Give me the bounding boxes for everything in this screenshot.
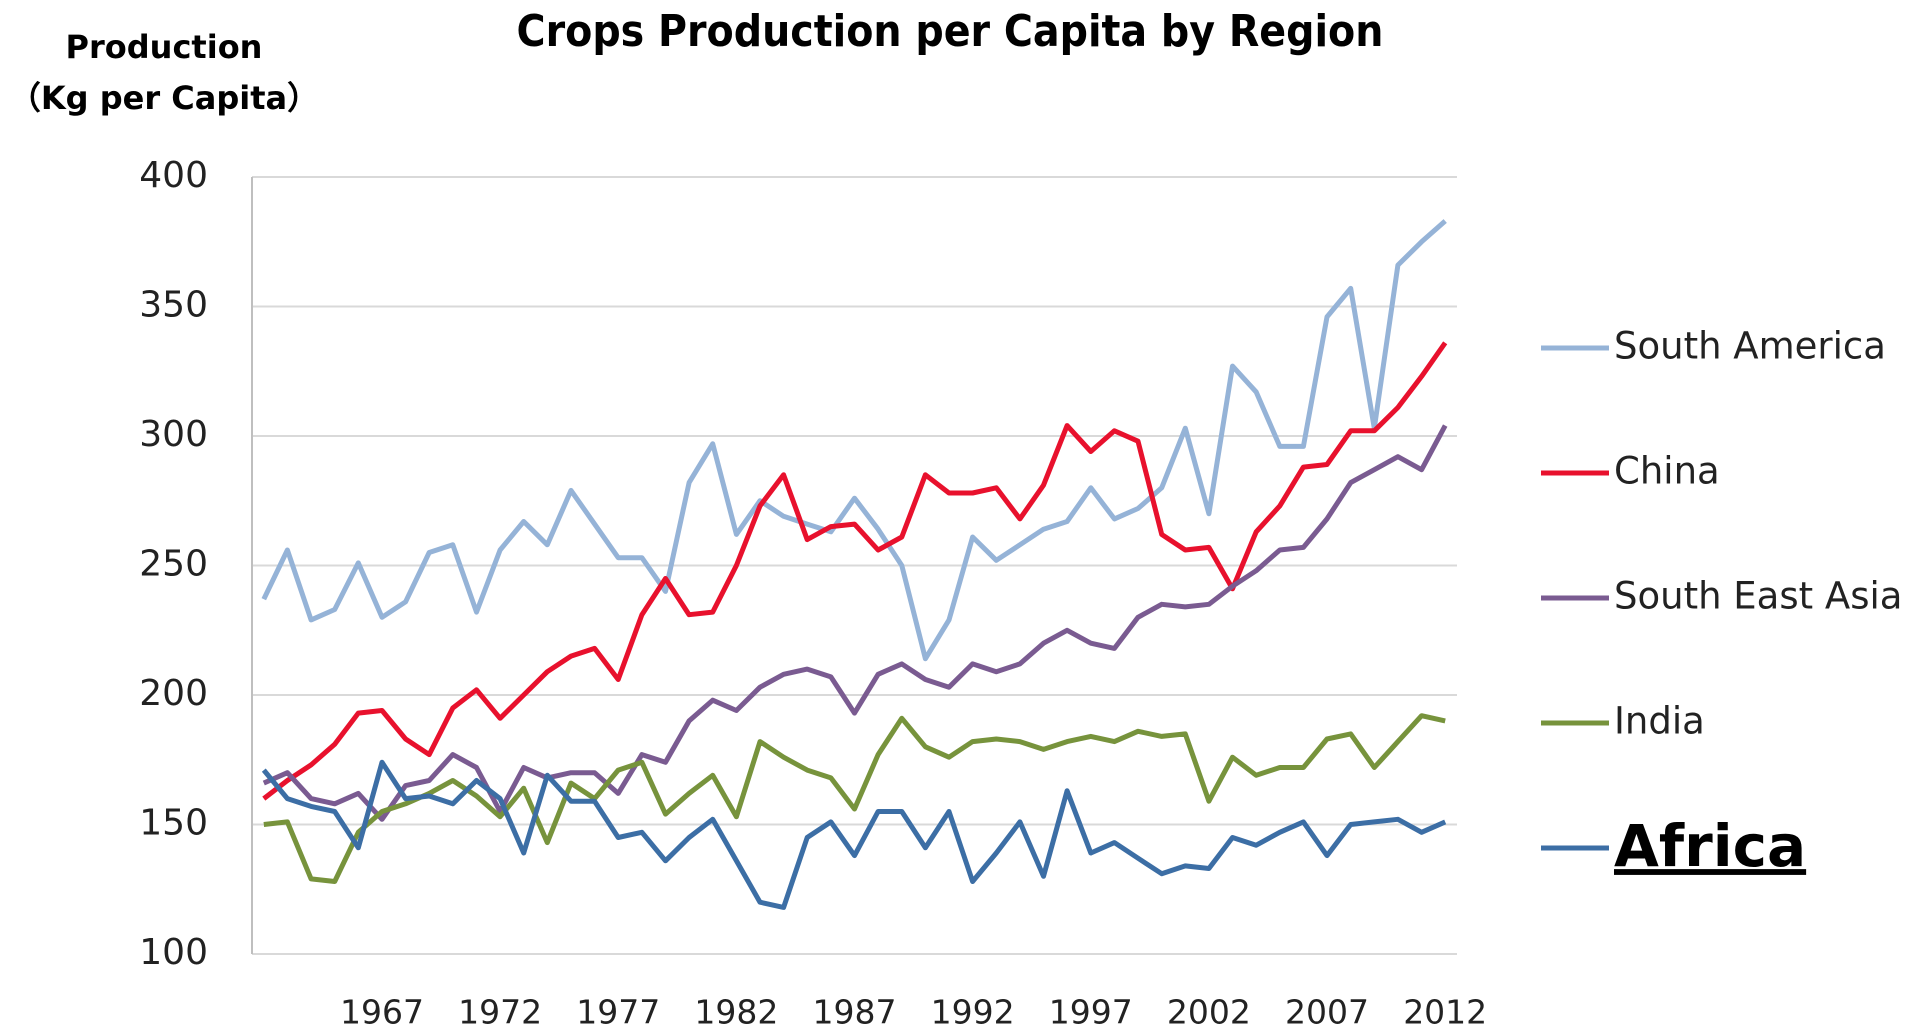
y-tick-label: 200 (139, 673, 208, 714)
legend-label: South East Asia (1614, 575, 1902, 618)
x-tick-label: 1967 (340, 993, 424, 1032)
y-tick-label: 300 (139, 414, 208, 455)
y-tick-label: 250 (139, 544, 208, 585)
y-tick-label: 150 (139, 803, 208, 844)
x-tick-label: 2002 (1167, 993, 1251, 1032)
x-tick-label: 1972 (458, 993, 542, 1032)
y-tick-label: 350 (139, 285, 208, 326)
y-tick-label: 100 (139, 932, 208, 973)
y-axis-label: （Kg per Capita） (9, 79, 319, 117)
x-tick-label: 1992 (931, 993, 1015, 1032)
x-tick-label: 1982 (694, 993, 778, 1032)
y-axis-label: Production (66, 28, 263, 66)
x-tick-label: 1977 (576, 993, 660, 1032)
series-line (261, 219, 1447, 662)
x-tick-label: 2007 (1285, 993, 1369, 1032)
x-tick-label: 1997 (1049, 993, 1133, 1032)
legend-label: South America (1614, 325, 1886, 368)
legend-label: Africa (1614, 812, 1806, 880)
y-tick-label: 400 (139, 155, 208, 196)
series-line (262, 341, 1448, 801)
series-line (262, 424, 1448, 822)
legend-label: China (1614, 450, 1720, 493)
legend-label: India (1614, 700, 1705, 743)
x-tick-label: 1987 (813, 993, 897, 1032)
x-tick-label: 2012 (1403, 993, 1487, 1032)
series-line (263, 713, 1446, 884)
series-line (261, 759, 1447, 910)
chart-title: Crops Production per Capita by Region (517, 6, 1384, 57)
